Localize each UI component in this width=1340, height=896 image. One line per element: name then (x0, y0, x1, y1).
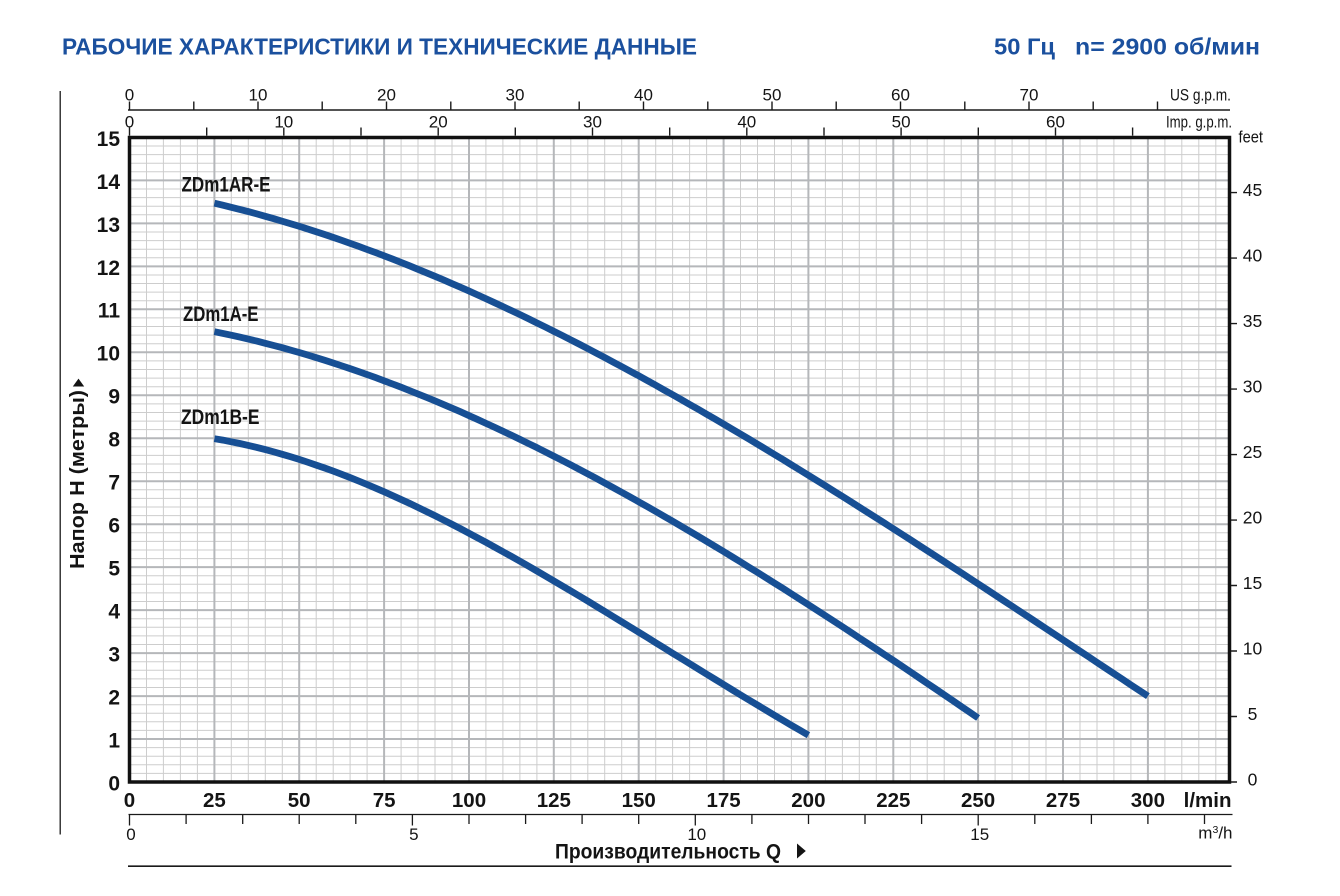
svg-text:15: 15 (970, 825, 989, 844)
svg-text:5: 5 (409, 825, 418, 844)
svg-text:ZDm1B-E: ZDm1B-E (181, 406, 260, 429)
svg-text:40: 40 (737, 112, 756, 131)
svg-text:13: 13 (97, 214, 120, 237)
svg-text:25: 25 (203, 789, 226, 812)
svg-text:40: 40 (1243, 246, 1263, 266)
svg-text:Напор H (метры): Напор H (метры) (67, 390, 89, 569)
svg-text:15: 15 (1243, 573, 1262, 593)
svg-text:60: 60 (891, 85, 910, 104)
svg-text:75: 75 (373, 789, 396, 812)
svg-text:2: 2 (108, 687, 120, 710)
svg-text:Imp. g.p.m.: Imp. g.p.m. (1166, 112, 1232, 131)
svg-text:ZDm1A-E: ZDm1A-E (183, 303, 259, 326)
svg-text:m3/h: m3/h (1198, 823, 1232, 842)
svg-text:3: 3 (108, 644, 120, 667)
svg-text:40: 40 (634, 85, 653, 104)
svg-text:30: 30 (1243, 377, 1263, 397)
svg-text:200: 200 (791, 789, 825, 812)
svg-text:4: 4 (108, 601, 120, 624)
svg-text:45: 45 (1243, 180, 1262, 200)
svg-text:РАБОЧИЕ ХАРАКТЕРИСТИКИ И ТЕХНИ: РАБОЧИЕ ХАРАКТЕРИСТИКИ И ТЕХНИЧЕСКИЕ ДАН… (62, 34, 697, 60)
svg-text:50: 50 (892, 112, 911, 131)
svg-text:12: 12 (97, 257, 120, 280)
svg-text:n= 2900 об/мин: n= 2900 об/мин (1075, 34, 1260, 60)
svg-text:275: 275 (1046, 789, 1080, 812)
svg-text:20: 20 (377, 85, 396, 104)
svg-text:10: 10 (97, 343, 120, 366)
svg-text:175: 175 (706, 789, 740, 812)
svg-text:50: 50 (288, 789, 311, 812)
svg-text:300: 300 (1131, 789, 1165, 812)
svg-text:10: 10 (1243, 639, 1263, 659)
svg-text:feet: feet (1239, 129, 1264, 147)
svg-text:0: 0 (124, 789, 135, 812)
svg-text:Производительность Q: Производительность Q (555, 840, 781, 864)
svg-text:7: 7 (108, 472, 120, 495)
svg-text:5: 5 (1248, 704, 1258, 724)
svg-text:1: 1 (108, 729, 120, 752)
svg-text:0: 0 (108, 772, 120, 795)
svg-text:70: 70 (1020, 85, 1039, 104)
svg-text:9: 9 (108, 386, 120, 409)
svg-text:50 Гц: 50 Гц (994, 34, 1055, 60)
svg-text:0: 0 (125, 85, 134, 104)
svg-text:5: 5 (108, 558, 120, 581)
svg-text:ZDm1AR-E: ZDm1AR-E (182, 174, 271, 197)
svg-text:250: 250 (961, 789, 995, 812)
svg-text:15: 15 (97, 128, 121, 151)
svg-text:30: 30 (506, 85, 525, 104)
svg-text:8: 8 (108, 429, 120, 452)
svg-text:150: 150 (622, 789, 656, 812)
svg-text:100: 100 (452, 789, 486, 812)
svg-text:14: 14 (97, 171, 121, 194)
svg-text:0: 0 (1248, 770, 1258, 790)
svg-text:30: 30 (583, 112, 602, 131)
svg-text:35: 35 (1243, 311, 1262, 331)
svg-text:10: 10 (274, 112, 293, 131)
svg-text:10: 10 (249, 85, 268, 104)
svg-text:50: 50 (763, 85, 782, 104)
svg-text:20: 20 (429, 112, 448, 131)
svg-text:11: 11 (98, 300, 121, 323)
svg-text:60: 60 (1046, 112, 1065, 131)
svg-text:6: 6 (108, 515, 120, 538)
svg-text:25: 25 (1243, 442, 1262, 462)
svg-text:l/min: l/min (1184, 789, 1232, 812)
svg-text:0: 0 (125, 112, 134, 131)
svg-text:125: 125 (537, 789, 571, 812)
svg-text:20: 20 (1243, 508, 1263, 528)
svg-text:0: 0 (126, 825, 135, 844)
svg-text:225: 225 (876, 789, 910, 812)
svg-text:10: 10 (687, 825, 706, 844)
svg-text:US g.p.m.: US g.p.m. (1170, 85, 1231, 104)
